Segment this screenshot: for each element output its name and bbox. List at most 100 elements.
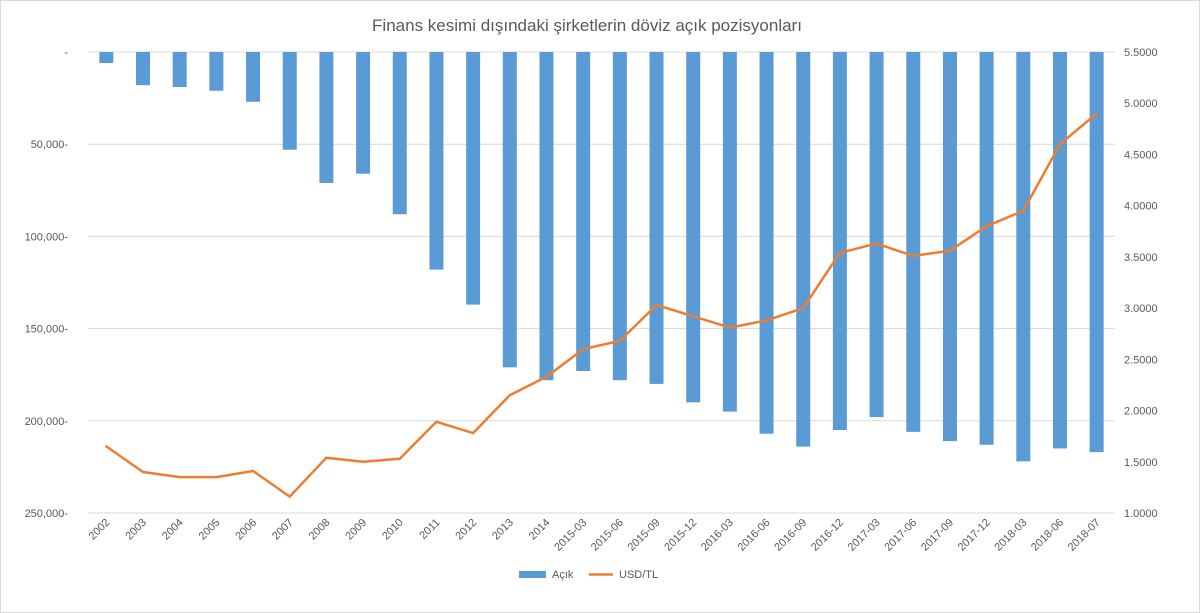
legend-label-acik: Açık: [552, 569, 574, 581]
usdtl-point-2018-07: [1095, 112, 1098, 115]
x-tick-label: 2015-06: [589, 517, 626, 554]
bar-2018-03: [1016, 52, 1031, 462]
left-tick-label: 250,000-: [25, 508, 69, 520]
bar-2017-12: [979, 52, 994, 445]
usdtl-point-2010: [398, 457, 401, 460]
usdtl-point-2015-09: [655, 303, 658, 307]
bar-2016-12: [832, 52, 847, 431]
x-tick-label: 2003: [123, 517, 149, 543]
usdtl-line: [105, 112, 1098, 498]
bar-2015-06: [612, 52, 627, 381]
usdtl-point-2016-03: [728, 326, 732, 329]
x-tick-label: 2008: [307, 517, 333, 543]
x-tick-label: 2017-09: [919, 517, 956, 554]
usdtl-point-2015-12: [691, 315, 695, 318]
bar-2010: [392, 52, 407, 215]
bar-2015-09: [649, 52, 664, 384]
usdtl-point-2016-12: [838, 251, 842, 254]
bar-2016-03: [722, 52, 737, 412]
left-tick-label: 200,000-: [25, 416, 69, 428]
chart-title: Finans kesimi dışındaki şirketlerin dövi…: [372, 16, 802, 35]
bar-2008: [319, 52, 334, 183]
right-tick-label: 1.5000: [1124, 457, 1158, 469]
left-axis: - 50,000- 100,000- 150,000- 200,000- 250,000-: [25, 47, 69, 520]
x-tick-label: 2009: [343, 517, 369, 543]
bar-2005: [209, 52, 224, 91]
bar-2017-03: [869, 52, 884, 418]
gridlines: [88, 51, 1115, 514]
bar-series: [99, 52, 1104, 462]
usdtl-point-2018-03: [1022, 209, 1025, 212]
bar-2015-12: [686, 52, 701, 403]
bar-2017-06: [906, 52, 921, 432]
usdtl-point-2017-06: [912, 254, 915, 258]
bar-2006: [246, 52, 261, 102]
usdtl-point-2016-06: [765, 319, 768, 322]
bar-2002: [99, 52, 114, 64]
x-tick-label: 2004: [160, 517, 186, 543]
bar-2004: [172, 52, 187, 88]
x-tick-label: 2010: [380, 517, 406, 543]
usdtl-point-2006: [251, 469, 255, 473]
usdtl-point-2017-03: [875, 242, 878, 245]
usdtl-point-2009: [361, 460, 365, 463]
usdtl-point-2018-06: [1058, 143, 1062, 146]
x-tick-label: 2015-03: [552, 517, 589, 554]
bar-2017-09: [942, 52, 957, 442]
left-tick-label: 50,000-: [31, 139, 69, 151]
x-tick-label: 2012: [453, 517, 479, 543]
x-tick-label: 2017-03: [846, 517, 883, 554]
bar-2011: [429, 52, 444, 270]
x-tick-label: 2015-09: [626, 517, 663, 554]
right-tick-label: 4.0000: [1124, 201, 1158, 213]
bar-2016-09: [796, 52, 811, 447]
x-tick-label: 2002: [87, 517, 113, 543]
x-tick-label: 2007: [270, 517, 296, 543]
usdtl-point-2004: [178, 475, 181, 479]
right-tick-label: 1.0000: [1124, 508, 1158, 520]
x-tick-label: 2013: [490, 517, 516, 543]
bar-2009: [356, 52, 371, 174]
usdtl-point-2011: [435, 420, 438, 424]
bar-2018-06: [1052, 52, 1067, 449]
right-tick-label: 4.5000: [1124, 149, 1158, 161]
left-tick-label: 150,000-: [25, 324, 69, 336]
usdtl-point-2012: [471, 431, 475, 435]
right-tick-label: 2.5000: [1124, 354, 1158, 366]
right-tick-label: 5.0000: [1124, 98, 1158, 110]
left-tick-label: 100,000-: [25, 231, 69, 243]
x-tick-label: 2006: [233, 517, 259, 543]
usdtl-point-2007: [288, 495, 291, 498]
x-tick-label: 2011: [417, 517, 442, 542]
usdtl-point-2008: [325, 456, 328, 459]
usdtl-point-2003: [141, 470, 145, 474]
left-tick-label: -: [64, 47, 68, 59]
right-tick-label: 5.5000: [1124, 47, 1158, 59]
x-tick-label: 2005: [197, 517, 223, 543]
right-tick-label: 3.0000: [1124, 303, 1158, 315]
x-tick-label: 2018-03: [992, 517, 1029, 554]
line-series: [105, 112, 1098, 498]
right-tick-label: 3.5000: [1124, 252, 1158, 264]
usdtl-point-2015-03: [581, 347, 585, 351]
x-tick-label: 2016-03: [699, 517, 736, 554]
right-tick-label: 2.0000: [1124, 406, 1158, 418]
bar-2016-06: [759, 52, 774, 434]
usdtl-point-2015-06: [618, 339, 622, 343]
legend: Açık USD/TL: [519, 569, 658, 581]
bar-2012: [466, 52, 481, 305]
x-tick-label: 2016-09: [772, 517, 809, 554]
x-axis: 2002 2003 2004 2005 2006 2007 2008 2009 2010 2011…: [87, 517, 1103, 554]
legend-label-usdtl: USD/TL: [619, 569, 658, 581]
legend-swatch-acik: [519, 571, 546, 578]
x-tick-label: 2017-06: [882, 517, 919, 554]
usdtl-point-2016-09: [802, 306, 805, 310]
x-tick-label: 2016-12: [809, 517, 846, 554]
bar-2007: [282, 52, 297, 150]
right-axis: 1.0000 1.5000 2.0000 2.5000 3.0000 3.5000 4.00…: [1124, 47, 1158, 520]
bar-2018-07: [1089, 52, 1104, 453]
usdtl-point-2005: [215, 475, 218, 479]
usdtl-point-2014: [545, 375, 548, 378]
x-tick-label: 2018-06: [1029, 517, 1066, 554]
